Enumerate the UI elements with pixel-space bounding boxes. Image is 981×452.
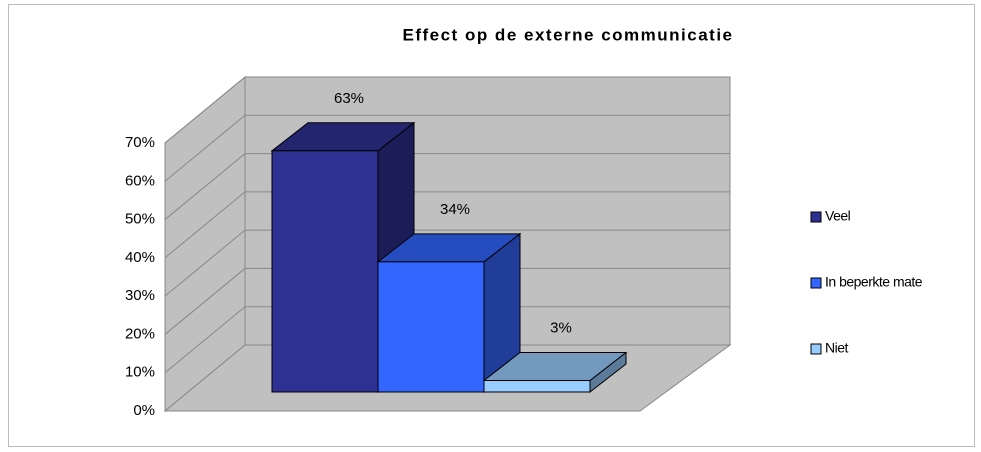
- grid-line: [164, 114, 730, 182]
- grid-line: [164, 76, 730, 144]
- legend-label: In beperkte mate: [825, 274, 923, 290]
- bar: [377, 261, 485, 393]
- chart-title: Effect op de externe communicatie: [402, 25, 733, 44]
- y-tick-label: 30%: [125, 287, 155, 304]
- legend-label: Niet: [825, 340, 849, 356]
- grid-line: [164, 153, 730, 220]
- y-tick-label: 20%: [125, 325, 155, 342]
- y-tick-label: 10%: [125, 364, 155, 381]
- legend-swatch: [810, 277, 822, 289]
- grid-line: [164, 306, 730, 374]
- legend-swatch: [810, 211, 822, 223]
- data-label: 3%: [550, 319, 572, 336]
- legend-label: Veel: [825, 208, 851, 224]
- bar: [483, 380, 591, 393]
- grid-line: [164, 229, 730, 297]
- data-label: 34%: [440, 201, 470, 218]
- data-label: 63%: [334, 90, 364, 107]
- y-tick-label: 50%: [125, 211, 155, 228]
- y-tick-label: 70%: [125, 134, 155, 151]
- legend-swatch: [810, 343, 822, 355]
- y-tick-label: 0%: [133, 402, 155, 419]
- grid-line: [164, 191, 730, 259]
- bar: [271, 150, 379, 393]
- grid-line: [164, 267, 730, 335]
- y-tick-label: 60%: [125, 172, 155, 189]
- y-tick-label: 40%: [125, 249, 155, 266]
